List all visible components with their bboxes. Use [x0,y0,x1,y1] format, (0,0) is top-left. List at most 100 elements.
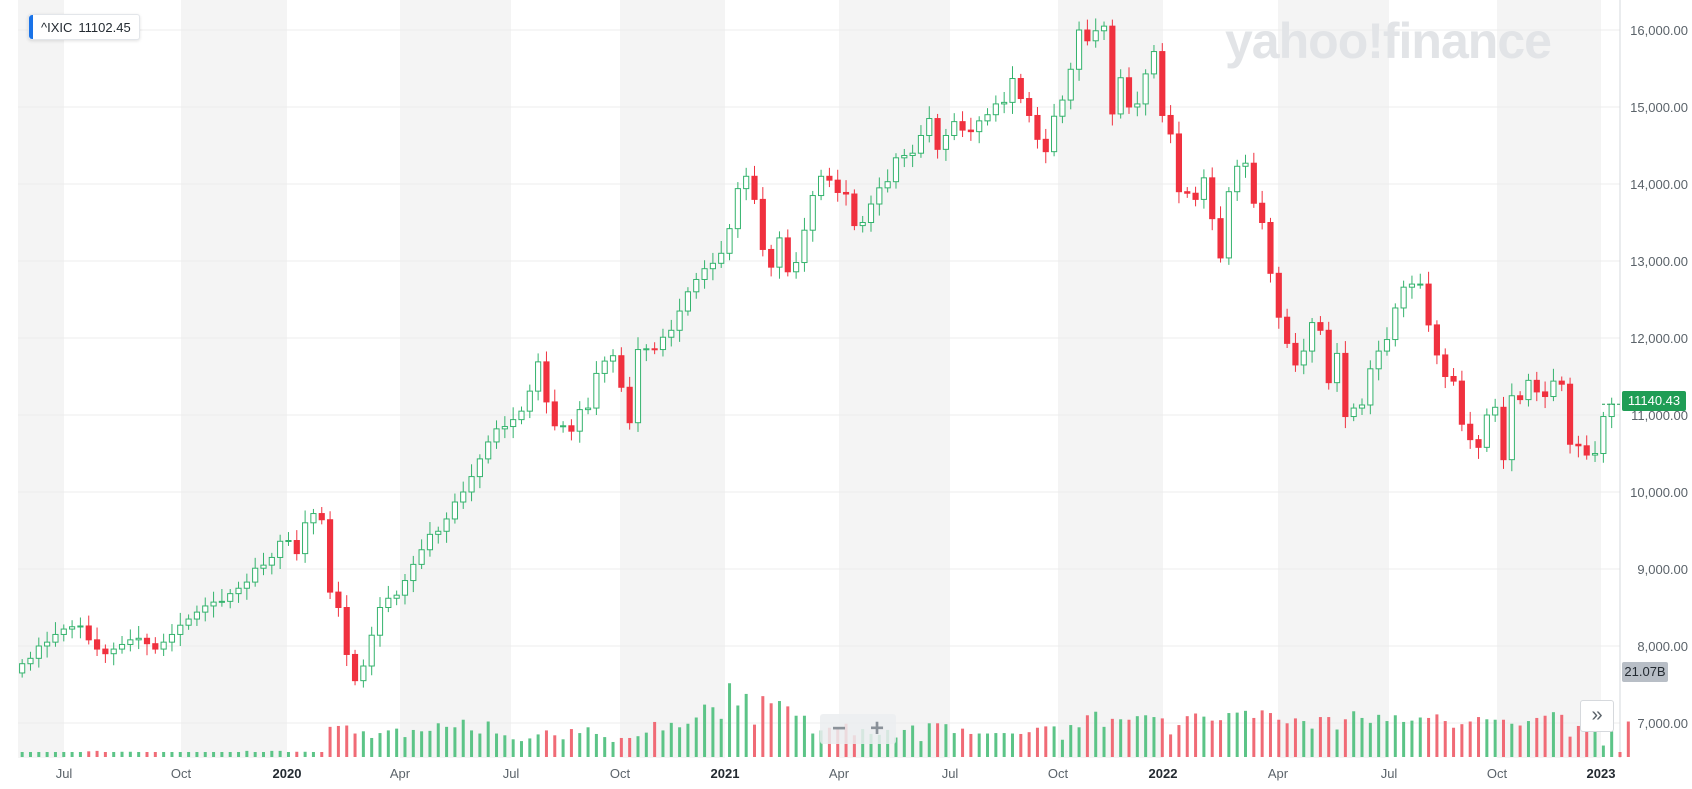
x-tick-label: Oct [171,766,192,781]
candle-up [693,278,700,293]
candle-up [876,187,883,205]
volume-bar [328,726,332,757]
volume-bar [1227,713,1231,757]
zoom-controls: − + [820,714,896,744]
candle-up [1300,350,1307,366]
candle-up [1075,29,1083,70]
expand-button[interactable]: » [1580,700,1614,732]
volume-bar [428,730,432,757]
candle-up [560,425,567,428]
volume-bar [628,737,632,757]
x-tick-label: Apr [1268,766,1289,781]
volume-bar [37,752,41,757]
candle-up [1350,407,1357,418]
volume-bar [1310,728,1314,757]
shade-band [1058,0,1163,758]
candle-down [335,591,342,608]
x-tick-label: Oct [1487,766,1508,781]
volume-bar [1601,745,1605,757]
volume-bar [744,693,748,757]
candle-down [93,639,101,650]
candle-up [1550,380,1557,398]
volume-bar [220,752,224,757]
volume-bar [1443,721,1447,757]
candle-up [19,663,26,674]
candle-up [460,491,467,503]
candle-up [451,501,458,520]
candle-down [1533,379,1540,393]
volume-bar [336,725,340,757]
candle-down [834,179,841,193]
candle-down [1475,439,1482,448]
zoom-in-button[interactable]: + [869,715,884,742]
y-tick-label: 11,000.00 [1631,408,1688,423]
candle-up [726,228,733,254]
candle-down [784,237,791,273]
candle-up [210,601,217,607]
volume-bar [578,733,582,757]
volume-bar [503,735,507,757]
volume-bar [1493,719,1497,757]
volume-bar [711,707,715,757]
candle-up [268,556,275,566]
volume-bar [345,725,349,757]
volume-bar [586,727,590,757]
zoom-out-button[interactable]: − [831,715,846,742]
volume-bar [1551,712,1555,757]
candle-down [626,386,633,424]
candle-up [809,195,816,231]
volume-bar [1610,731,1614,757]
candle-up [227,593,234,602]
volume-bar [902,729,906,757]
candle-down [326,519,334,593]
ticker-legend[interactable]: ^IXIC 11102.45 [28,14,140,40]
volume-bar [445,726,449,757]
candle-up [1100,25,1108,32]
candle-up [634,349,642,424]
volume-bar [170,752,174,757]
volume-bar [653,721,657,757]
candle-up [793,262,800,273]
candle-up [1408,283,1416,288]
volume-bar [1343,719,1347,757]
candle-down [1517,395,1524,401]
y-tick-label: 12,000.00 [1630,331,1688,346]
candle-up [426,533,434,551]
candle-down [1250,162,1257,204]
candle-up [1608,403,1615,418]
candle-down [1192,192,1199,200]
candle-up [1383,339,1391,352]
volume-bar [112,752,116,757]
candle-up [1375,350,1382,370]
candle-down [1317,322,1324,331]
ticker-symbol: ^IXIC [41,19,73,35]
volume-bar [1219,720,1223,757]
y-tick-label: 14,000.00 [1630,177,1688,192]
volume-bar [1010,733,1014,757]
candle-up [942,134,949,150]
candle-up [243,581,250,589]
volume-bar [1077,727,1081,757]
volume-bar [594,733,598,757]
candle-up [27,657,34,665]
candle-down [1159,51,1166,116]
candle-down [768,248,775,268]
x-tick-label: Jul [942,766,959,781]
volume-bar [786,706,790,757]
volume-bar [1210,720,1214,757]
volume-bar [1235,712,1239,757]
candle-down [1026,98,1033,116]
volume-bar [661,730,665,757]
candle-up [643,348,650,351]
volume-bar [927,723,931,757]
candle-up [776,237,783,268]
candle-down [543,361,550,403]
volume-bar [87,751,91,757]
candle-up [302,522,309,555]
volume-bar [977,733,981,757]
volume-bar [1585,717,1589,757]
volume-tag: 21.07B [1622,662,1668,682]
x-tick-label: Oct [610,766,631,781]
